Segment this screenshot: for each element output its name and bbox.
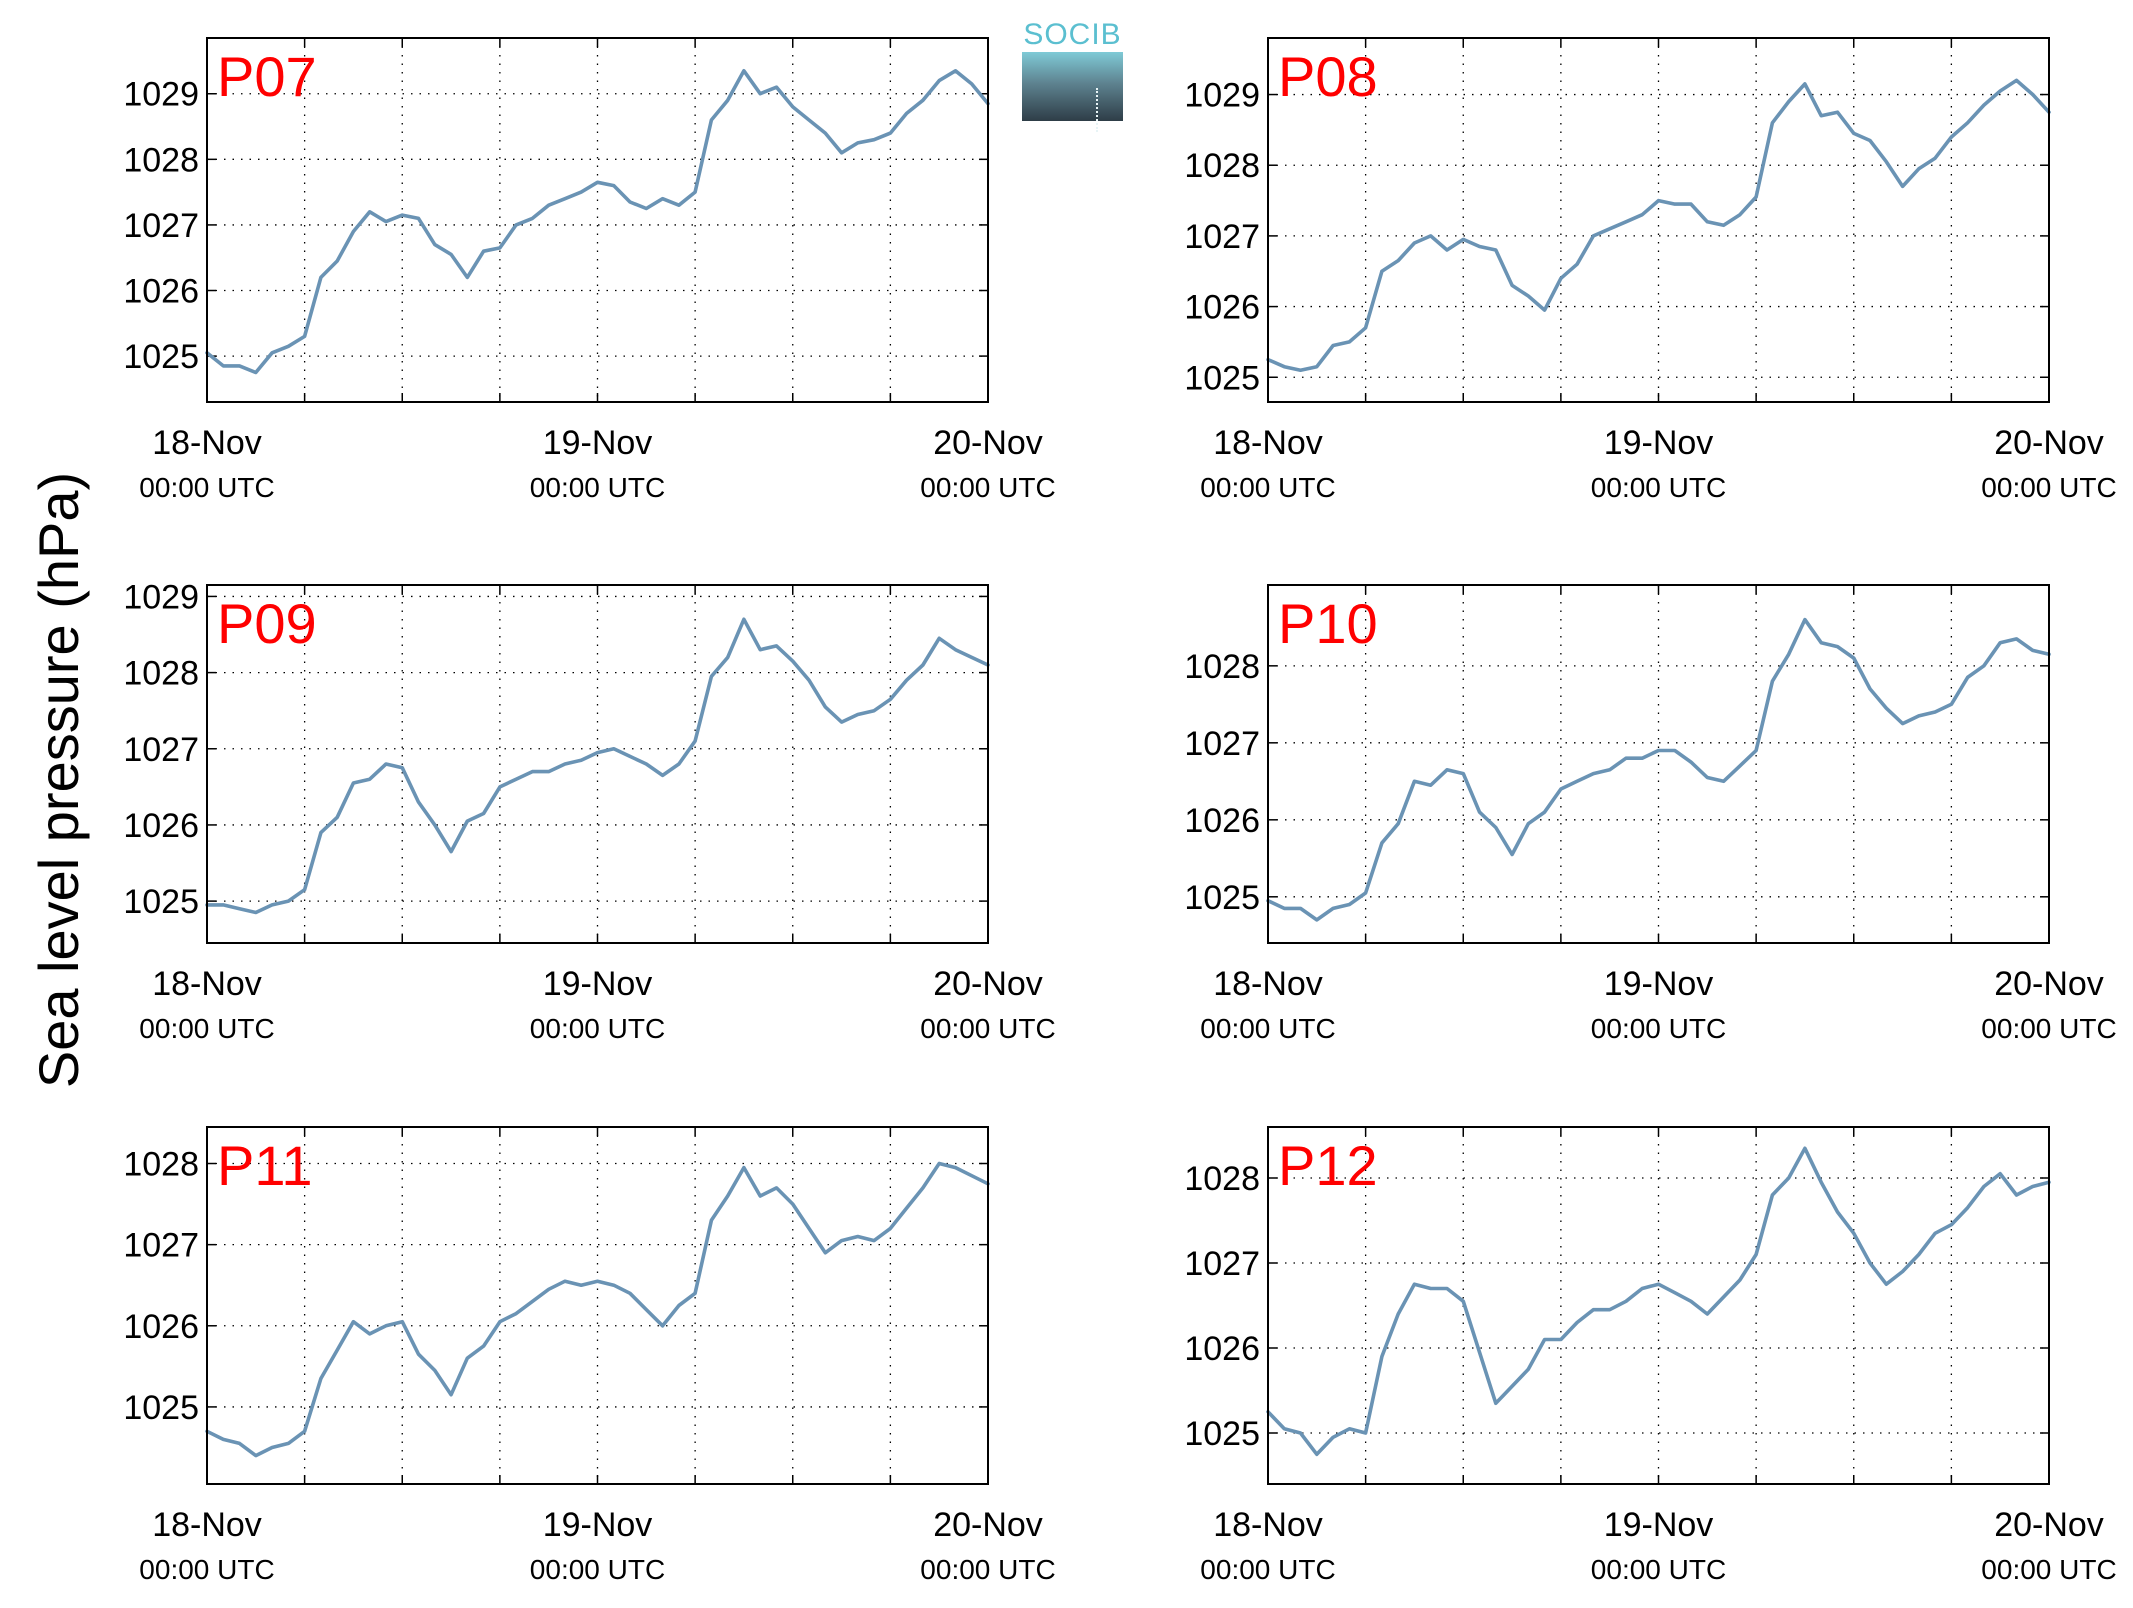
x-tick-label: 19-Nov	[1604, 1506, 1714, 1544]
logo-graphic	[1022, 52, 1123, 132]
x-tick-sublabel: 00:00 UTC	[1981, 1554, 2116, 1585]
x-tick-sublabel: 00:00 UTC	[1200, 472, 1335, 503]
y-tick-label: 1028	[123, 655, 199, 693]
plot-frame	[1267, 584, 2050, 944]
x-tick-sublabel: 00:00 UTC	[139, 1554, 274, 1585]
panel-p10: 1025 1026 1027 1028 18-Nov 00:00 UTC 19-Nov 00:…	[1184, 584, 2117, 1044]
x-tick-label: 19-Nov	[543, 1506, 653, 1544]
plot-frame	[206, 1126, 989, 1485]
panel-p11: 1025 1026 1027 1028 18-Nov 00:00 UTC 19-Nov 00:…	[123, 1126, 1056, 1585]
station-label: P08	[1278, 45, 1378, 108]
station-label: P07	[217, 45, 317, 108]
x-tick-sublabel: 00:00 UTC	[530, 472, 665, 503]
y-tick-label: 1025	[123, 883, 199, 921]
y-tick-label: 1025	[1184, 359, 1260, 397]
station-label: P09	[217, 592, 317, 655]
x-tick-label: 19-Nov	[543, 424, 653, 462]
pressure-series-line	[1266, 617, 2051, 922]
y-tick-label: 1027	[1184, 1245, 1260, 1283]
plot-frame	[1267, 1126, 2050, 1485]
y-tick-label: 1026	[1184, 802, 1260, 840]
x-tick-sublabel: 00:00 UTC	[920, 1554, 1055, 1585]
x-tick-sublabel: 00:00 UTC	[530, 1013, 665, 1044]
x-tick-sublabel: 00:00 UTC	[1981, 472, 2116, 503]
y-tick-label: 1026	[1184, 1330, 1260, 1368]
x-tick-label: 20-Nov	[933, 424, 1043, 462]
y-tick-label: 1029	[123, 578, 199, 616]
x-tick-sublabel: 00:00 UTC	[139, 472, 274, 503]
station-label: P12	[1278, 1134, 1378, 1197]
y-tick-label: 1025	[1184, 1415, 1260, 1453]
x-tick-sublabel: 00:00 UTC	[1200, 1554, 1335, 1585]
x-tick-label: 20-Nov	[1994, 424, 2104, 462]
x-tick-label: 18-Nov	[152, 424, 262, 462]
y-tick-label: 1028	[123, 141, 199, 179]
pressure-series-line	[1266, 78, 2051, 373]
plot-area	[207, 38, 988, 402]
panel-p08: 1025 1026 1027 1028 1029 18-Nov 00:00 UTC 19-No…	[1184, 37, 2117, 503]
y-tick-label: 1028	[1184, 147, 1260, 185]
socib-logo: SOCIB	[1022, 18, 1123, 132]
y-tick-label: 1028	[1184, 648, 1260, 686]
x-tick-label: 19-Nov	[543, 965, 653, 1003]
logo-text: SOCIB	[1023, 18, 1122, 51]
x-tick-sublabel: 00:00 UTC	[530, 1554, 665, 1585]
pressure-series-line	[205, 1161, 990, 1458]
x-tick-label: 20-Nov	[933, 965, 1043, 1003]
y-axis-label: Sea level pressure (hPa)	[27, 472, 90, 1088]
y-tick-label: 1027	[1184, 725, 1260, 763]
y-tick-label: 1026	[123, 1308, 199, 1346]
x-tick-label: 19-Nov	[1604, 965, 1714, 1003]
x-tick-sublabel: 00:00 UTC	[1591, 1013, 1726, 1044]
y-tick-label: 1027	[123, 1227, 199, 1265]
x-tick-sublabel: 00:00 UTC	[920, 1013, 1055, 1044]
y-tick-label: 1026	[1184, 289, 1260, 327]
x-tick-sublabel: 00:00 UTC	[139, 1013, 274, 1044]
pressure-series-line	[1266, 1146, 2051, 1457]
x-tick-label: 20-Nov	[1994, 1506, 2104, 1544]
plot-frame	[1267, 37, 2050, 403]
x-tick-label: 18-Nov	[152, 965, 262, 1003]
y-tick-label: 1028	[1184, 1160, 1260, 1198]
y-tick-label: 1027	[123, 731, 199, 769]
station-label: P10	[1278, 592, 1378, 655]
y-tick-label: 1028	[123, 1146, 199, 1184]
x-tick-label: 18-Nov	[1213, 1506, 1323, 1544]
x-tick-label: 19-Nov	[1604, 424, 1714, 462]
x-tick-sublabel: 00:00 UTC	[1200, 1013, 1335, 1044]
y-tick-label: 1025	[123, 338, 199, 376]
y-tick-label: 1027	[1184, 218, 1260, 256]
y-tick-label: 1026	[123, 273, 199, 311]
plot-frame	[206, 37, 989, 403]
y-tick-label: 1025	[123, 1389, 199, 1427]
panel-p07: 1025 1026 1027 1028 1029 18-Nov 00:00 UTC 19-No…	[123, 37, 1056, 503]
y-tick-label: 1029	[123, 76, 199, 114]
plot-frame	[206, 584, 989, 944]
y-tick-label: 1026	[123, 807, 199, 845]
pressure-series-line	[205, 617, 990, 915]
station-label: P11	[217, 1134, 312, 1197]
x-tick-label: 18-Nov	[152, 1506, 262, 1544]
x-tick-sublabel: 00:00 UTC	[1591, 1554, 1726, 1585]
panel-p09: 1025 1026 1027 1028 1029 18-Nov 00:00 UTC 19-No…	[123, 578, 1055, 1044]
x-tick-sublabel: 00:00 UTC	[920, 472, 1055, 503]
x-tick-sublabel: 00:00 UTC	[1981, 1013, 2116, 1044]
x-tick-sublabel: 00:00 UTC	[1591, 472, 1726, 503]
x-tick-label: 20-Nov	[933, 1506, 1043, 1544]
y-tick-label: 1027	[123, 207, 199, 245]
x-tick-label: 18-Nov	[1213, 965, 1323, 1003]
pressure-series-line	[205, 69, 990, 375]
x-tick-label: 18-Nov	[1213, 424, 1323, 462]
y-tick-label: 1025	[1184, 879, 1260, 917]
plot-area	[1268, 38, 2049, 402]
panel-p12: 1025 1026 1027 1028 18-Nov 00:00 UTC 19-Nov 00:…	[1184, 1126, 2117, 1585]
y-tick-label: 1029	[1184, 77, 1260, 115]
x-tick-label: 20-Nov	[1994, 965, 2104, 1003]
